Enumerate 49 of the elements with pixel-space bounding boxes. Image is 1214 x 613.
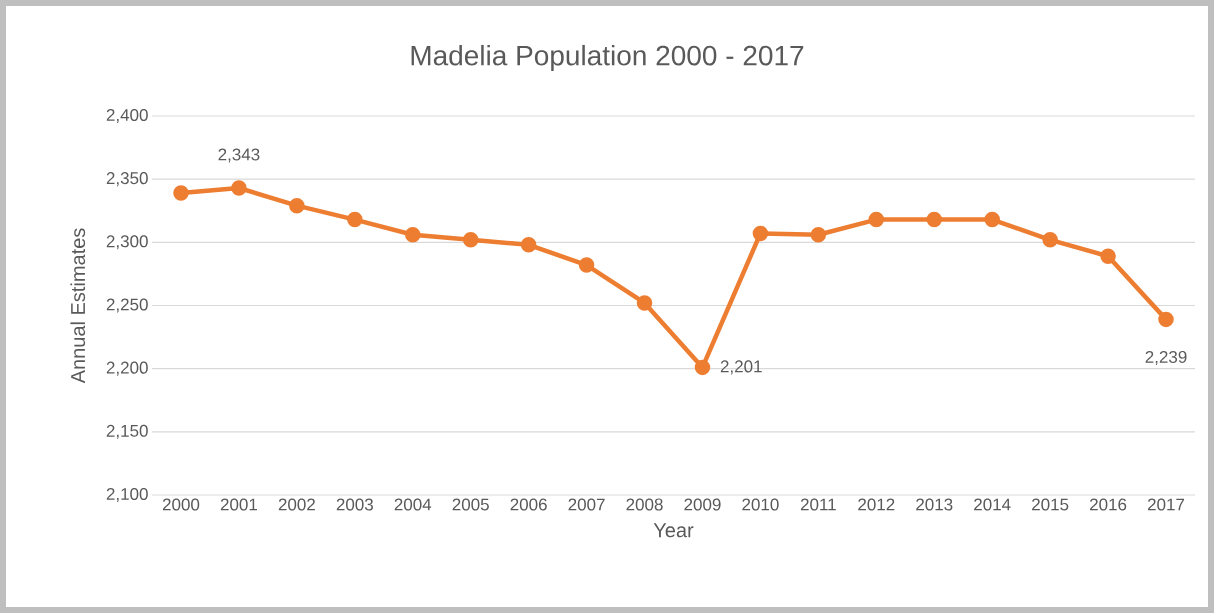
x-tick-label: 2009 <box>684 498 721 511</box>
x-tick-label: 2002 <box>278 498 315 511</box>
x-tick-label: 2012 <box>858 498 895 511</box>
y-tick-label: 2,350 <box>106 172 148 187</box>
x-tick-label: 2000 <box>162 498 200 511</box>
y-tick-label: 2,400 <box>106 108 148 123</box>
x-tick-label: 2016 <box>1090 498 1127 511</box>
x-tick-label: 2004 <box>394 498 432 511</box>
x-axis-title: Year <box>653 523 694 538</box>
point <box>462 232 479 248</box>
x-tick-label: 2005 <box>452 498 489 511</box>
x-tick-label: 2006 <box>510 498 547 511</box>
y-tick-label: 2,300 <box>106 235 148 250</box>
point <box>810 226 827 243</box>
y-tick-label: 2,200 <box>106 361 148 376</box>
x-tick-label: 2007 <box>568 498 605 511</box>
point <box>289 197 305 214</box>
point <box>231 180 247 196</box>
y-tick-label: 2,250 <box>106 298 148 313</box>
point <box>984 211 1000 228</box>
point <box>1100 248 1116 264</box>
y-tick-label: 2,150 <box>106 424 148 439</box>
x-tick-label: 2003 <box>336 498 373 511</box>
point <box>520 237 537 253</box>
point <box>578 257 595 273</box>
chart-title: Madelia Population 2000 - 2017 <box>411 44 804 72</box>
x-tick-label: 2013 <box>916 498 953 511</box>
x-tick-label: 2011 <box>800 498 836 511</box>
x-tick-label: 2001 <box>220 498 257 511</box>
point <box>405 226 421 243</box>
data-label: 2,201 <box>720 360 762 375</box>
x-tick-label: 2015 <box>1032 498 1069 511</box>
y-axis-title: Annual Estimates <box>70 228 86 384</box>
x-tick-label: 2010 <box>742 498 779 511</box>
point <box>347 211 363 228</box>
point <box>1158 311 1174 328</box>
point <box>752 225 769 242</box>
point <box>868 211 885 228</box>
x-tick-label: 2014 <box>974 498 1011 511</box>
data-label: 2,343 <box>218 148 260 163</box>
point <box>173 185 189 201</box>
point <box>926 211 942 228</box>
point <box>636 295 653 311</box>
data-label: 2,239 <box>1145 350 1187 365</box>
point <box>1042 232 1058 248</box>
x-tick-label: 2008 <box>626 498 663 511</box>
x-tick-label: 2017 <box>1147 498 1185 511</box>
point <box>694 359 711 376</box>
y-tick-label: 2,100 <box>106 487 148 502</box>
